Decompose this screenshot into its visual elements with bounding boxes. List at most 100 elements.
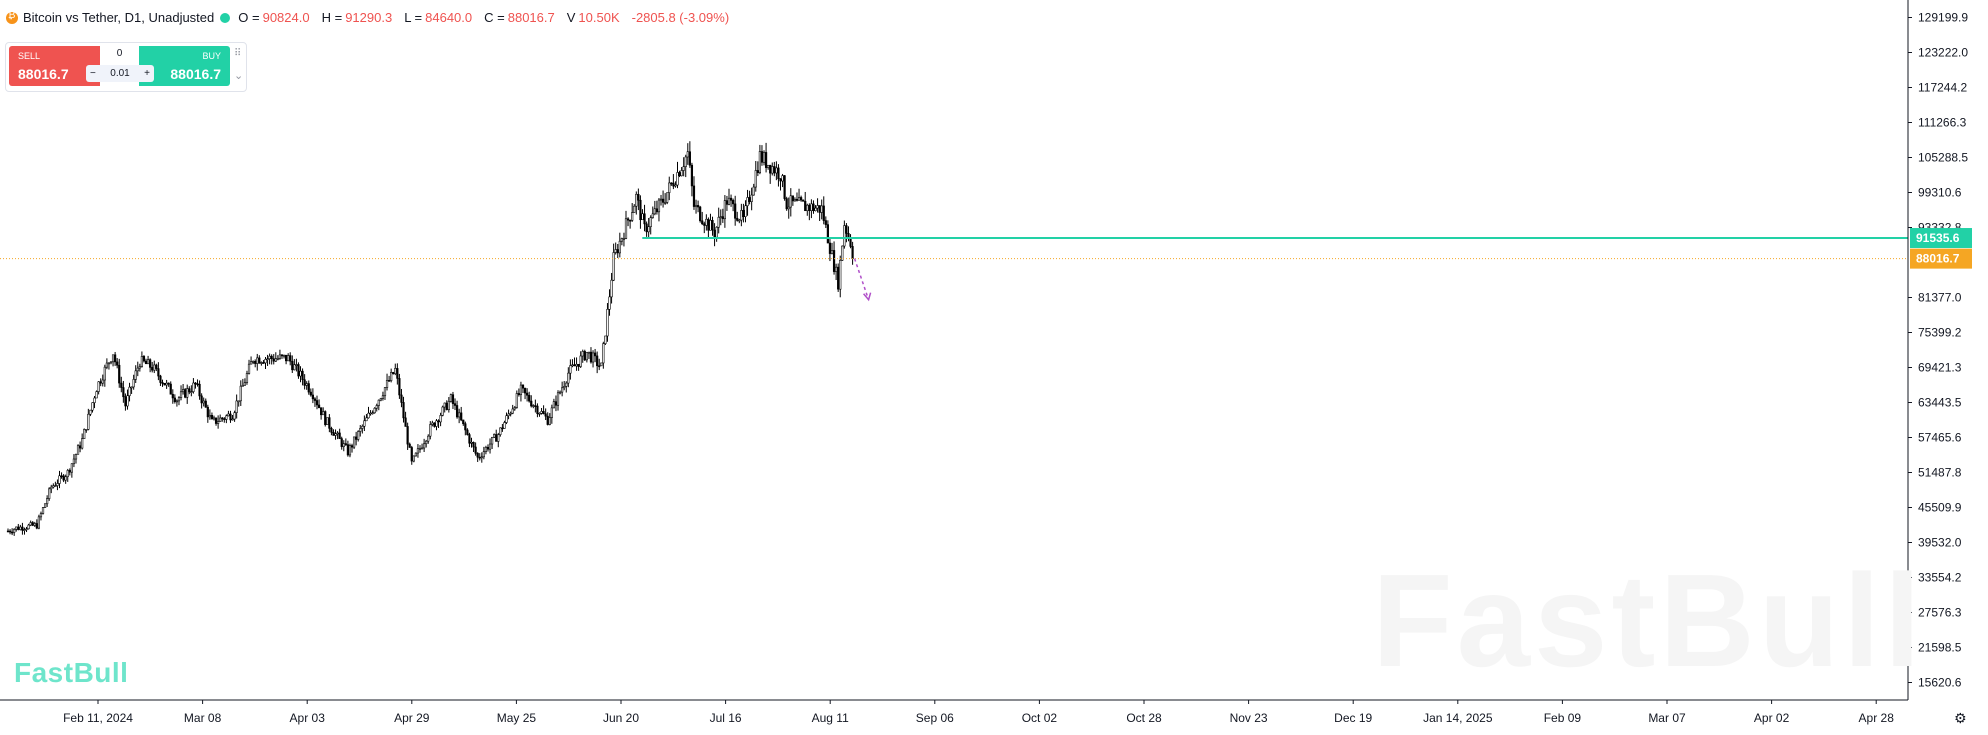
candle-body	[350, 445, 354, 448]
candle	[581, 349, 584, 363]
candle-body	[781, 175, 784, 182]
candle-body	[668, 182, 671, 193]
decrease-qty-button[interactable]: −	[90, 68, 96, 79]
candle	[423, 438, 426, 452]
candle-body	[167, 382, 170, 385]
sell-button[interactable]: SELL 88016.7	[9, 46, 100, 86]
candle-body	[851, 246, 854, 259]
candle-body	[721, 216, 724, 220]
candle-body	[684, 156, 687, 167]
candle	[486, 444, 490, 452]
candle	[637, 188, 640, 211]
forecast-arrow[interactable]	[853, 258, 870, 300]
candle	[482, 446, 485, 460]
candle	[400, 388, 403, 408]
candle-body	[54, 485, 57, 487]
candle-body	[252, 361, 255, 363]
candle-body	[511, 408, 514, 414]
candle-body	[655, 208, 658, 213]
candle	[787, 197, 790, 219]
symbol-title[interactable]: Bitcoin vs Tether, D1, Unadjusted	[23, 10, 215, 25]
candle	[219, 414, 222, 422]
candle-body	[118, 364, 121, 384]
candle-body	[799, 197, 803, 201]
candle	[118, 358, 121, 388]
candle-body	[532, 405, 535, 407]
candle-body	[373, 407, 376, 414]
candle	[445, 400, 448, 411]
candle-body	[505, 415, 508, 423]
candle-body	[37, 516, 40, 529]
gear-icon[interactable]: ⚙	[1954, 710, 1967, 726]
candle-body	[235, 400, 238, 413]
y-tick-label: 33554.2	[1918, 570, 1962, 584]
trade-widget: SELL 88016.7 BUY 88016.7 0 − 0.01 + ⠿ ⌄	[5, 42, 247, 92]
candle	[313, 397, 317, 407]
y-axis[interactable]: 129199.9 123222.0 117244.2 111266.3 105288.5…	[1907, 0, 1972, 700]
x-tick-label: Sep 06	[916, 711, 954, 725]
candle-body	[616, 249, 619, 254]
candle-body	[367, 412, 370, 419]
candle	[408, 442, 411, 448]
candle-body	[48, 488, 51, 499]
candle	[608, 289, 611, 316]
candle-body	[482, 451, 485, 458]
candle	[190, 385, 193, 397]
candle	[517, 388, 520, 397]
candle-body	[530, 400, 533, 407]
candle-body	[602, 343, 605, 364]
support-price-tag-bg	[1910, 228, 1972, 249]
candle	[470, 437, 473, 448]
candle	[797, 188, 801, 201]
candle-body	[266, 358, 269, 361]
candle	[649, 215, 652, 235]
candle-body	[725, 200, 729, 205]
candle-body	[775, 167, 778, 174]
y-tick-label: 99310.6	[1918, 185, 1962, 199]
candle-body	[824, 220, 827, 225]
x-tick-label: May 25	[497, 711, 537, 725]
candle-body	[190, 391, 193, 393]
candle	[344, 438, 347, 446]
candle-body	[85, 429, 88, 431]
candle-body	[355, 436, 358, 440]
drag-handle-icon[interactable]: ⠿	[234, 48, 242, 59]
buy-button[interactable]: BUY 88016.7	[139, 46, 230, 86]
candle	[346, 440, 350, 457]
chevron-down-icon[interactable]: ⌄	[234, 70, 244, 82]
candle-body	[25, 528, 28, 531]
candle	[725, 195, 729, 211]
candle	[758, 144, 761, 175]
candle-body	[398, 378, 401, 396]
candle	[464, 421, 467, 436]
support-price-tag: 91535.6	[1910, 228, 1972, 249]
candle-body	[182, 389, 185, 393]
candle	[600, 362, 603, 367]
candle-body	[418, 448, 422, 450]
candle-body	[523, 387, 527, 394]
candle	[151, 361, 154, 373]
increase-qty-button[interactable]: +	[144, 68, 150, 79]
candle-body	[528, 394, 531, 402]
candle-body	[468, 434, 471, 444]
candle	[799, 195, 803, 202]
candle	[593, 348, 597, 363]
candle	[414, 452, 417, 457]
candle-body	[699, 206, 702, 222]
candle	[350, 443, 354, 453]
candle	[427, 434, 430, 444]
candle-body	[709, 220, 712, 231]
quantity-stepper[interactable]: − 0.01 +	[86, 65, 154, 82]
x-axis[interactable]: Feb 11, 2024 Mar 08 Apr 03 Apr 29 May 25 Jun …	[0, 699, 1908, 725]
candle	[410, 445, 413, 465]
candle	[767, 164, 770, 170]
candle-body	[414, 452, 417, 457]
candle-body	[515, 393, 518, 408]
candle-body	[114, 354, 117, 363]
candle	[241, 378, 244, 387]
quantity-value[interactable]: 0.01	[110, 68, 130, 79]
candle	[659, 194, 663, 206]
candle	[523, 387, 527, 400]
